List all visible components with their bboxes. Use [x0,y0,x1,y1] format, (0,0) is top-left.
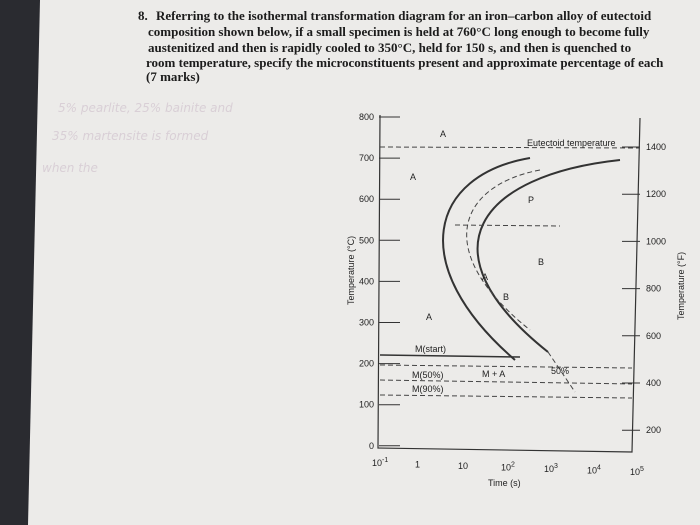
fahrenheit-tick-label: 800 [646,284,661,294]
question-number: 8. [138,8,148,23]
handwriting-line: 5% pearlite, 25% bainite and [58,101,233,115]
time-tick-base: 10 [544,464,554,474]
celsius-tick-label: 400 [359,276,374,286]
m90-line [379,394,633,399]
time-tick-label: 10 [458,461,468,471]
finish-dashed [547,351,576,393]
diagram: Eutectoid temperature A A A P B A B M(st… [346,112,686,488]
time-tick-base: 10 [372,458,382,468]
time-tick-label: 102 [501,462,515,473]
question-line: austenitized and then is rapidly cooled … [148,40,631,55]
celsius-tick-label: 300 [359,318,374,328]
celsius-tick-label: 800 [359,112,374,122]
region-label: B [503,292,509,302]
fahrenheit-tick-label: 600 [646,331,661,341]
time-tick-exponent: -1 [382,457,388,464]
region-label: A [482,272,488,282]
region-label: A [440,129,446,139]
time-tick-exponent: 2 [511,462,515,469]
dark-edge [0,0,40,525]
ma-line [379,364,633,369]
celsius-tick-label: 700 [359,153,374,163]
time-tick-base: 10 [630,467,640,477]
region-label: A [426,312,432,322]
region-label: M(90%) [412,384,444,394]
region-label: M(50%) [412,370,444,380]
handwriting: 5% pearlite, 25% bainite and 35% martens… [42,101,233,175]
y-axis-label-right: Temperature (°F) [676,252,686,320]
region-label: 50% [551,366,569,376]
fahrenheit-tick-label: 1200 [646,189,666,199]
time-tick-label: 104 [587,465,601,476]
fahrenheit-tick-label: 1000 [646,236,666,246]
time-tick-label: 10-1 [372,457,388,468]
handwriting-line: when the [42,161,98,175]
m50-line [379,379,633,385]
celsius-tick-label: 500 [359,235,374,245]
time-tick-base: 10 [587,466,597,476]
ms-line [379,354,521,358]
fahrenheit-tick-label: 400 [646,378,661,388]
question: 8. Referring to the isothermal transform… [138,8,664,84]
eutectoid-label: Eutectoid temperature [527,138,616,148]
time-tick-base: 10 [501,463,511,473]
celsius-tick-label: 0 [369,441,374,451]
time-tick-base: 10 [458,461,468,471]
time-tick-label: 105 [630,466,644,477]
time-tick-exponent: 5 [640,466,644,473]
time-tick-exponent: 3 [554,463,558,470]
fahrenheit-tick-label: 1400 [646,142,666,152]
ticks: 8007006005004003002001000140012001000800… [359,112,666,477]
y-axis-label-left: Temperature (°C) [346,236,356,305]
eutectoid-line [379,146,641,149]
region-label: A [410,172,416,182]
question-line: room temperature, specify the microconst… [146,55,664,70]
celsius-tick-label: 100 [359,400,374,410]
time-tick-label: 1 [415,460,420,470]
start-curve [442,157,531,361]
handwriting-line: 35% martensite is formed [52,129,209,143]
question-marks: (7 marks) [146,69,200,84]
fahrenheit-tick-label: 200 [646,425,661,435]
question-line: composition shown below, if a small spec… [148,24,650,39]
x-axis-label: Time (s) [488,478,521,488]
region-label: M(start) [415,344,446,354]
celsius-tick-label: 600 [359,194,374,204]
bainite-line [454,224,561,227]
region-label: P [528,195,534,205]
finish-curve [476,159,621,353]
question-line: Referring to the isothermal transformati… [156,8,652,23]
time-tick-exponent: 4 [597,465,601,472]
time-tick-base: 1 [415,460,420,470]
time-tick-label: 103 [544,463,558,474]
region-label: M + A [482,369,505,379]
region-label: B [538,257,544,267]
celsius-tick-label: 200 [359,359,374,369]
half-curve [466,169,541,331]
